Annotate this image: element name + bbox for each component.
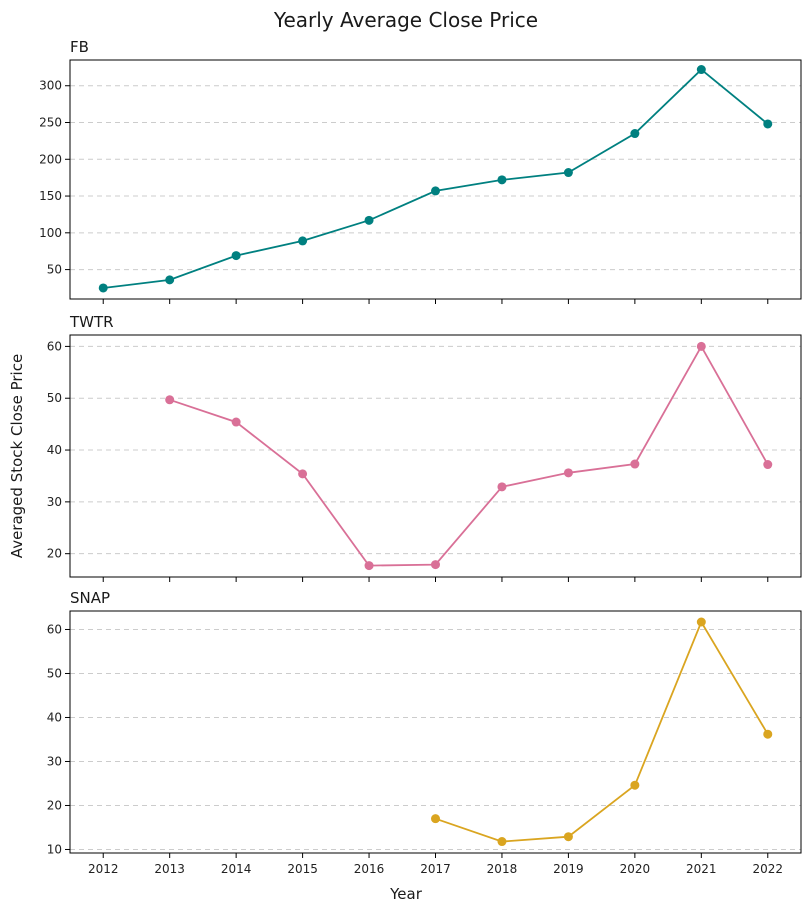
- data-point: [763, 729, 773, 739]
- data-point: [630, 459, 640, 469]
- y-tick-label: 50: [47, 391, 62, 405]
- y-tick-label: 250: [39, 116, 62, 130]
- data-point: [696, 65, 706, 75]
- x-tick-label: 2013: [154, 862, 185, 876]
- data-point: [563, 468, 573, 478]
- x-tick-label: 2012: [88, 862, 119, 876]
- data-point: [431, 186, 440, 196]
- y-tick-label: 40: [47, 443, 62, 457]
- data-point: [763, 460, 773, 470]
- panel-snap: SNAP 10 20 30 40 50 60 2012 2013 2014 2015 2016 2017…: [47, 589, 802, 876]
- y-tick-label: 200: [39, 152, 62, 166]
- data-point: [98, 283, 108, 293]
- panel-title: SNAP: [70, 589, 110, 607]
- x-tick-label: 2019: [553, 862, 584, 876]
- data-point: [364, 561, 374, 571]
- x-tick-label: 2016: [354, 862, 385, 876]
- series-line-twtr: [169, 344, 769, 567]
- data-point: [763, 119, 773, 129]
- y-tick-label: 40: [47, 710, 62, 724]
- y-tick-label: 20: [47, 798, 62, 812]
- data-point: [165, 395, 175, 405]
- x-axis-label: Year: [389, 885, 423, 903]
- panel-twtr: TWTR 20 30 40 50 60: [47, 313, 802, 582]
- y-tick-label: 50: [47, 263, 62, 277]
- data-point: [231, 417, 241, 427]
- chart-title: Yearly Average Close Price: [273, 8, 538, 32]
- plot-frame: [69, 59, 802, 300]
- panel-title: TWTR: [69, 313, 114, 331]
- x-tick-label: 2021: [686, 862, 717, 876]
- data-point: [696, 617, 706, 627]
- data-point: [630, 129, 640, 139]
- y-axis-label: Averaged Stock Close Price: [8, 354, 26, 558]
- y-tick-label: 10: [47, 842, 62, 856]
- plot-frame: [69, 610, 802, 854]
- data-point: [298, 469, 308, 479]
- plot-frame: [69, 334, 802, 578]
- panels: FB 50 100 150 200 250 300 TWTR 20 30 40 50 60 SNAP 10 2…: [39, 38, 802, 876]
- data-point: [364, 215, 374, 225]
- series-line-snap: [435, 619, 769, 843]
- x-tick-label: 2017: [420, 862, 451, 876]
- data-point: [563, 168, 573, 178]
- data-point: [231, 251, 241, 261]
- y-tick-label: 100: [39, 226, 62, 240]
- x-tick-label: 2015: [287, 862, 318, 876]
- x-tick-label: 2022: [752, 862, 783, 876]
- data-point: [431, 560, 440, 570]
- y-tick-label: 60: [47, 622, 62, 636]
- x-tick-label: 2020: [620, 862, 651, 876]
- data-point: [497, 175, 507, 185]
- series-line-fb: [103, 68, 769, 289]
- y-tick-label: 300: [39, 79, 62, 93]
- data-point: [497, 837, 507, 847]
- x-tick-label: 2014: [221, 862, 252, 876]
- data-point: [497, 482, 507, 492]
- y-tick-label: 150: [39, 189, 62, 203]
- x-tick-label: 2018: [487, 862, 518, 876]
- y-tick-label: 50: [47, 666, 62, 680]
- data-point: [563, 832, 573, 842]
- y-tick-label: 30: [47, 495, 62, 509]
- data-point: [696, 341, 706, 351]
- panel-fb: FB 50 100 150 200 250 300: [39, 38, 802, 304]
- data-point: [165, 275, 175, 285]
- panel-title: FB: [70, 38, 89, 56]
- data-point: [431, 814, 440, 824]
- y-tick-label: 20: [47, 547, 62, 561]
- data-point: [298, 236, 308, 246]
- data-point: [630, 780, 640, 790]
- y-tick-label: 30: [47, 754, 62, 768]
- y-tick-label: 60: [47, 339, 62, 353]
